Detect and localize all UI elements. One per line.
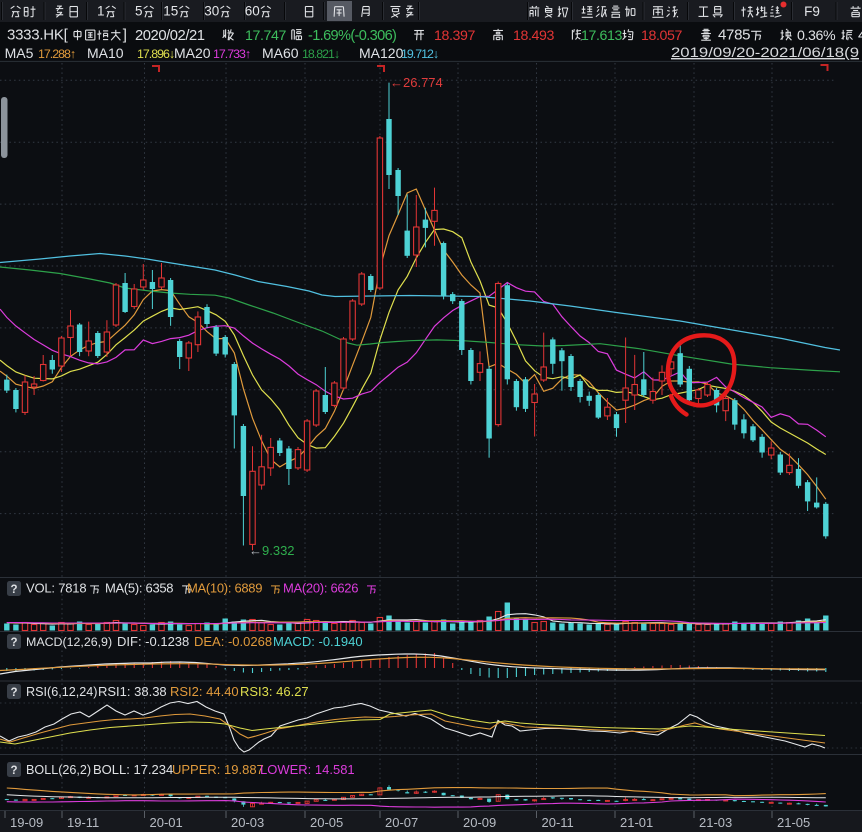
svg-text:MA(5): 6358: MA(5): 6358 <box>105 581 173 596</box>
svg-text:18.057: 18.057 <box>641 28 683 44</box>
svg-text:?: ? <box>10 765 17 777</box>
svg-text:0.36%: 0.36% <box>797 28 836 44</box>
svg-text:RSI(6,12,24): RSI(6,12,24) <box>26 685 97 699</box>
svg-text:MA60: MA60 <box>262 45 299 61</box>
svg-text:VOL: 7818: VOL: 7818 <box>26 581 86 596</box>
svg-text:UPPER: 19.887: UPPER: 19.887 <box>172 762 264 777</box>
svg-text:1: 1 <box>97 4 105 19</box>
svg-text:←26.774: ←26.774 <box>390 75 443 90</box>
svg-text:17.288↑: 17.288↑ <box>38 47 75 61</box>
svg-text:MA20: MA20 <box>174 45 211 61</box>
svg-text:19-09: 19-09 <box>10 815 43 830</box>
svg-text:19-11: 19-11 <box>67 815 99 830</box>
svg-text:2019/09/20-2021/06/18(9: 2019/09/20-2021/06/18(9 <box>671 44 859 60</box>
svg-text:20-07: 20-07 <box>385 815 418 830</box>
svg-text:17.896↓: 17.896↓ <box>137 47 174 61</box>
svg-text:17.613: 17.613 <box>581 28 623 44</box>
svg-text:5: 5 <box>135 4 143 19</box>
svg-text:DIF: -0.1238: DIF: -0.1238 <box>117 634 189 649</box>
svg-text:MA120: MA120 <box>359 45 404 61</box>
svg-text:15: 15 <box>163 4 178 19</box>
svg-text:21-01: 21-01 <box>620 815 653 830</box>
svg-text:RSI2: 44.40: RSI2: 44.40 <box>170 684 239 699</box>
svg-text:DEA: -0.0268: DEA: -0.0268 <box>194 634 272 649</box>
svg-text:3333.HK[: 3333.HK[ <box>7 26 69 43</box>
svg-text:MA5: MA5 <box>5 45 34 61</box>
svg-text:18.493: 18.493 <box>513 28 555 44</box>
svg-text:?: ? <box>10 637 17 649</box>
svg-text:MA(20): 6626: MA(20): 6626 <box>283 581 358 596</box>
svg-text:20-05: 20-05 <box>310 815 343 830</box>
svg-text:4.86: 4.86 <box>858 27 862 44</box>
svg-text:←: ← <box>249 543 262 558</box>
svg-text:MACD(12,26,9): MACD(12,26,9) <box>26 635 112 649</box>
svg-text:9.332: 9.332 <box>262 543 295 558</box>
svg-text:20-03: 20-03 <box>231 815 264 830</box>
svg-text:17.747: 17.747 <box>245 28 287 44</box>
svg-text:4785: 4785 <box>718 26 750 43</box>
svg-text:BOLL(26,2): BOLL(26,2) <box>26 763 91 777</box>
svg-text:18.397: 18.397 <box>434 28 476 44</box>
svg-text:21-05: 21-05 <box>777 815 810 830</box>
svg-text:MA(10): 6889: MA(10): 6889 <box>187 581 262 596</box>
svg-text:20-11: 20-11 <box>542 815 574 830</box>
svg-text:2020/02/21: 2020/02/21 <box>135 28 205 44</box>
svg-text:60: 60 <box>245 4 260 19</box>
svg-text:?: ? <box>10 687 17 699</box>
svg-text:30: 30 <box>204 4 219 19</box>
svg-text:21-03: 21-03 <box>699 815 732 830</box>
svg-text:18.821↓: 18.821↓ <box>302 47 339 61</box>
svg-text:-1.69%(-0.306): -1.69%(-0.306) <box>308 28 396 44</box>
svg-text:20-09: 20-09 <box>463 815 496 830</box>
svg-text:LOWER: 14.581: LOWER: 14.581 <box>260 762 355 777</box>
svg-text:MA10: MA10 <box>87 45 124 61</box>
svg-text:17.733↑: 17.733↑ <box>213 47 250 61</box>
svg-text:RSI3: 46.27: RSI3: 46.27 <box>240 684 309 699</box>
svg-text:]: ] <box>123 26 127 43</box>
svg-text:?: ? <box>10 584 17 596</box>
svg-text:20-01: 20-01 <box>150 815 183 830</box>
svg-text:RSI1: 38.38: RSI1: 38.38 <box>98 684 167 699</box>
svg-text:BOLL: 17.234: BOLL: 17.234 <box>93 762 173 777</box>
svg-text:19.712↓: 19.712↓ <box>401 47 438 61</box>
svg-text:F9: F9 <box>804 4 820 19</box>
svg-text:MACD: -0.1940: MACD: -0.1940 <box>273 634 363 649</box>
